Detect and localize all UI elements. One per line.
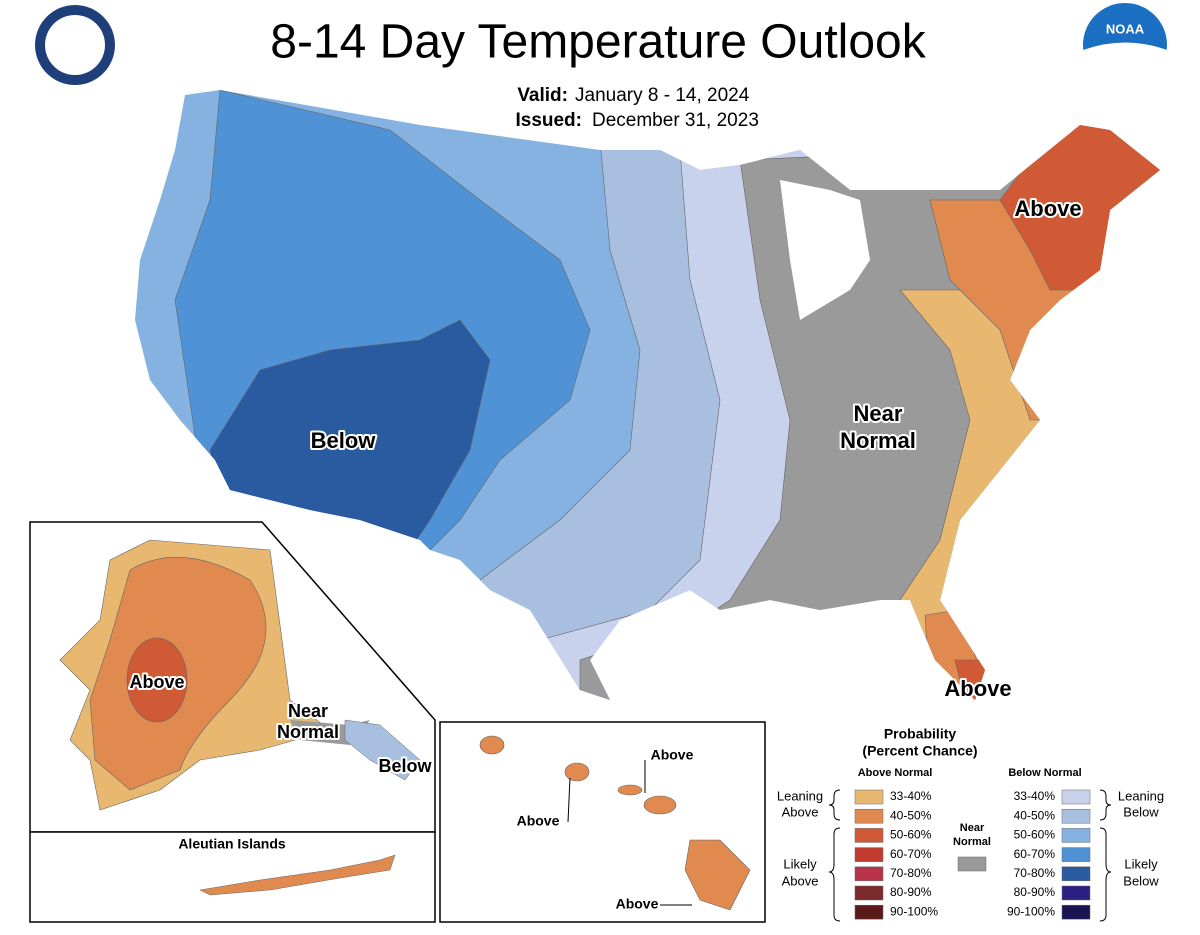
map-label: Near bbox=[288, 701, 328, 721]
legend-group: Likely bbox=[783, 856, 817, 871]
inset-title: Aleutian Islands bbox=[178, 836, 286, 852]
map-label: Normal bbox=[277, 722, 339, 742]
legend-swatch bbox=[957, 856, 987, 872]
map-label: Above bbox=[1014, 196, 1081, 221]
legend-group: Leaning bbox=[777, 788, 823, 803]
leader bbox=[567, 760, 692, 906]
legend-swatch bbox=[854, 828, 884, 843]
legend-bin-label: 90-100% bbox=[1007, 904, 1055, 918]
map-label: Normal bbox=[840, 428, 916, 453]
legend-swatch bbox=[854, 904, 884, 920]
region bbox=[126, 637, 188, 723]
legend-group: Below bbox=[1123, 873, 1159, 888]
hawaii bbox=[479, 735, 751, 911]
legend-bin-label: 33-40% bbox=[890, 789, 932, 803]
commerce-seal-inner bbox=[45, 15, 105, 75]
map-label: Above bbox=[651, 747, 694, 763]
legend-swatch bbox=[1061, 904, 1091, 920]
map-label: Below bbox=[378, 756, 432, 776]
noaa-logo-text: NOAA bbox=[1106, 21, 1145, 36]
legend-swatch bbox=[1061, 789, 1091, 805]
legend-header: Above Normal bbox=[858, 767, 933, 779]
legend-swatch bbox=[1061, 866, 1091, 882]
legend-swatch bbox=[1061, 847, 1091, 862]
issued-label: Issued: bbox=[515, 110, 582, 131]
legend-bin-label: 80-90% bbox=[890, 885, 932, 899]
legend-group: Above bbox=[782, 873, 819, 888]
legend-brace bbox=[828, 789, 1112, 922]
legend-bin-label: 70-80% bbox=[890, 866, 932, 880]
island bbox=[479, 735, 505, 755]
legend-swatch bbox=[854, 885, 884, 901]
legend-group: Leaning bbox=[1118, 788, 1164, 803]
alaska-inset bbox=[29, 521, 436, 833]
region bbox=[199, 854, 396, 896]
valid-label: Valid: bbox=[517, 85, 568, 106]
valid-date: January 8 - 14, 2024 bbox=[575, 85, 750, 106]
legend-bin-label: 80-90% bbox=[1014, 885, 1056, 899]
legend-header: Below Normal bbox=[1008, 767, 1081, 779]
legend-subtitle: (Percent Chance) bbox=[862, 743, 977, 759]
legend-group: Below bbox=[1123, 804, 1159, 819]
legend-title: Probability bbox=[884, 726, 957, 742]
island bbox=[617, 784, 643, 796]
title: 8-14 Day Temperature Outlook bbox=[270, 16, 926, 69]
legend-bin-label: 70-80% bbox=[1014, 866, 1056, 880]
legend-bin-label: 60-70% bbox=[890, 847, 932, 861]
map-label: Above bbox=[944, 676, 1011, 701]
legend-swatch bbox=[1061, 808, 1091, 824]
issued-date: December 31, 2023 bbox=[592, 110, 759, 131]
map-label: Above bbox=[517, 813, 560, 829]
island bbox=[643, 795, 677, 815]
map-label: Above bbox=[616, 896, 659, 912]
legend-swatch bbox=[854, 789, 884, 805]
legend-swatch bbox=[1061, 885, 1091, 901]
region bbox=[344, 719, 421, 781]
legend-bin-label: 90-100% bbox=[890, 904, 938, 918]
aleutian-frame bbox=[29, 831, 436, 923]
legend-near: Normal bbox=[953, 836, 991, 848]
island bbox=[684, 839, 751, 911]
map-label: Below bbox=[311, 428, 377, 453]
great-lakes bbox=[780, 180, 870, 320]
legend-bin-label: 50-60% bbox=[890, 828, 932, 842]
legend-swatch bbox=[854, 847, 884, 862]
noaa-logo-wave bbox=[1083, 42, 1167, 92]
legend-swatch bbox=[854, 866, 884, 882]
legend-group: Likely bbox=[1124, 856, 1158, 871]
legend-bin-label: 40-50% bbox=[1014, 808, 1056, 822]
legend-near: Near bbox=[960, 822, 985, 834]
legend-group: Above bbox=[782, 804, 819, 819]
legend: Probability (Percent Chance) Above Norma… bbox=[777, 726, 1164, 922]
legend-swatch bbox=[1061, 828, 1091, 843]
legend-bin-label: 50-60% bbox=[1014, 828, 1056, 842]
map-label: Near bbox=[854, 401, 903, 426]
island bbox=[564, 762, 590, 782]
legend-bin-label: 40-50% bbox=[890, 808, 932, 822]
legend-bin-label: 60-70% bbox=[1014, 847, 1056, 861]
map-label: Above bbox=[129, 672, 184, 692]
legend-bin-label: 33-40% bbox=[1014, 789, 1056, 803]
legend-swatch bbox=[854, 808, 884, 824]
